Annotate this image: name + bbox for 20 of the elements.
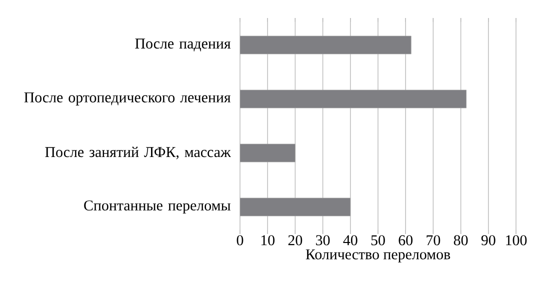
x-tick-label: 30 <box>316 235 330 246</box>
x-tick-label: 60 <box>398 235 413 246</box>
x-tick-label: 50 <box>371 235 385 246</box>
x-tick-label: 90 <box>481 235 496 246</box>
x-axis-title: Количество переломов <box>306 249 450 262</box>
x-tick-label: 40 <box>343 235 358 246</box>
y-tick-label: После занятий ЛФК, массаж <box>45 146 231 160</box>
x-tick-label: 10 <box>261 235 275 246</box>
x-tick-label: 80 <box>454 235 468 246</box>
bar <box>240 198 351 216</box>
y-tick-label: После ортопедического лечения <box>24 92 231 106</box>
bar <box>240 144 296 162</box>
y-tick-label: Спонтанные переломы <box>84 200 230 214</box>
x-tick-label: 0 <box>236 235 244 246</box>
bar <box>240 90 467 108</box>
x-tick-label: 70 <box>426 235 440 246</box>
bar <box>240 36 412 54</box>
x-tick-label: 20 <box>288 235 302 246</box>
y-tick-label: После падения <box>135 38 231 52</box>
x-tick-label: 100 <box>506 235 527 246</box>
